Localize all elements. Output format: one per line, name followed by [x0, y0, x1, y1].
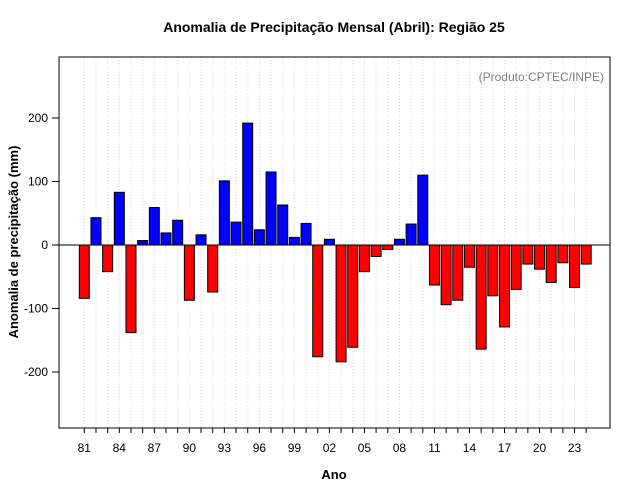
bar-2006 [370, 244, 382, 257]
x-tick-label: 08 [393, 441, 407, 455]
bar-1984 [113, 191, 125, 246]
bar-2005 [358, 244, 370, 273]
bar-1990 [183, 244, 195, 301]
bar-1987 [148, 207, 160, 246]
bar-2016 [487, 244, 499, 297]
chart-title: Anomalia de Precipitação Mensal (Abril):… [163, 19, 505, 35]
bar-2012 [440, 244, 452, 306]
y-tick-label: 0 [41, 238, 48, 252]
bar-2023 [569, 244, 581, 289]
x-tick-label: 87 [148, 441, 162, 455]
bar-2019 [522, 244, 534, 265]
bar-1988 [160, 232, 172, 246]
bar-2021 [545, 244, 557, 283]
bar-2004 [347, 244, 359, 348]
y-tick-label: -200 [24, 365, 48, 379]
bar-1997 [265, 171, 277, 246]
bar-2013 [452, 244, 464, 301]
bar-2002 [323, 238, 335, 246]
x-axis-label: Ano [321, 467, 346, 482]
x-tick-label: 99 [288, 441, 302, 455]
bar-1985 [125, 244, 137, 334]
x-tick-label: 96 [253, 441, 267, 455]
bar-1986 [137, 240, 149, 246]
bar-1991 [195, 234, 207, 246]
bar-1996 [253, 229, 265, 246]
bar-1998 [277, 204, 289, 246]
bar-2017 [498, 244, 510, 328]
bar-1999 [288, 236, 300, 246]
bar-2022 [557, 244, 569, 264]
y-axis-label: Anomalia de precipitação (mm) [6, 146, 21, 339]
bar-2001 [312, 244, 324, 358]
x-tick-label: 11 [428, 441, 441, 455]
bar-1983 [102, 244, 114, 273]
bars [78, 122, 592, 363]
bar-2008 [393, 238, 405, 246]
bar-2015 [475, 244, 487, 350]
bar-1982 [90, 217, 102, 246]
plot-frame [58, 56, 611, 429]
bar-2024 [580, 244, 592, 265]
x-tick-label: 17 [498, 441, 512, 455]
bar-2009 [405, 223, 417, 246]
x-tick-label: 84 [113, 441, 127, 455]
y-tick-label: 100 [28, 175, 48, 189]
bar-1995 [242, 122, 254, 246]
bar-1981 [78, 244, 90, 299]
bar-2014 [463, 244, 475, 268]
x-tick-label: 05 [358, 441, 372, 455]
bar-2010 [417, 174, 429, 246]
bar-2020 [534, 244, 546, 270]
x-tick-label: 20 [533, 441, 547, 455]
bar-2000 [300, 222, 312, 246]
bar-2018 [510, 244, 522, 290]
y-tick-label: 200 [28, 111, 48, 125]
x-tick-label: 02 [323, 441, 337, 455]
bar-1992 [207, 244, 219, 293]
bar-2007 [382, 244, 394, 250]
bar-1993 [218, 180, 230, 246]
gridlines [83, 57, 587, 428]
source-annotation: (Produto:CPTEC/INPE) [479, 70, 604, 84]
x-tick-label: 81 [78, 441, 92, 455]
x-tick-label: 23 [568, 441, 582, 455]
x-tick-label: 93 [218, 441, 232, 455]
bar-2003 [335, 244, 347, 363]
bar-1994 [230, 221, 242, 246]
bar-1989 [172, 219, 184, 246]
axes: -200 -100 0 100 200 81 84 87 90 93 96 99 02 05 08 11 14 1… [24, 111, 610, 455]
x-tick-label: 14 [463, 441, 477, 455]
y-tick-label: -100 [24, 302, 48, 316]
bar-2011 [428, 244, 440, 286]
x-tick-label: 90 [183, 441, 197, 455]
